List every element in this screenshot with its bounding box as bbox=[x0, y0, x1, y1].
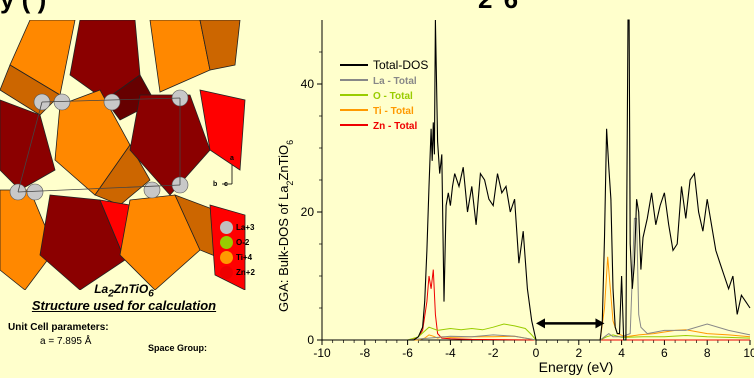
title-fragment: y ( ) bbox=[0, 0, 46, 15]
legend-label: Zn - Total bbox=[373, 121, 417, 132]
o-legend-swatch bbox=[220, 236, 233, 249]
formula-la: La bbox=[94, 282, 109, 296]
la-atoms bbox=[9, 89, 189, 201]
legend-label: La - Total bbox=[373, 76, 417, 87]
space-group-label: Space Group: bbox=[148, 343, 208, 353]
series-line-la-total bbox=[322, 217, 751, 341]
la-legend-label: La+3 bbox=[236, 223, 255, 232]
ti-legend-label: Ti+4 bbox=[236, 253, 253, 262]
axis-triad: a b c bbox=[213, 155, 234, 188]
octahedra bbox=[0, 20, 246, 290]
x-tick-label: -8 bbox=[359, 346, 370, 360]
x-tick-label: 6 bbox=[661, 346, 668, 360]
y-tick-label: 0 bbox=[307, 333, 314, 347]
y-tick-label: 20 bbox=[301, 205, 315, 219]
formula-sub-6: 6 bbox=[148, 288, 154, 300]
x-tick-label: 2 bbox=[575, 346, 582, 360]
x-axis-label: Energy (eV) bbox=[539, 359, 614, 375]
x-tick-label: -6 bbox=[402, 346, 413, 360]
x-tick-label: -4 bbox=[445, 346, 456, 360]
x-tick-label: -10 bbox=[313, 346, 331, 360]
formula-znti: ZnTiO bbox=[113, 282, 149, 296]
x-tick-label: 4 bbox=[618, 346, 625, 360]
la-legend-swatch bbox=[220, 221, 233, 234]
series-line-total-dos bbox=[322, 19, 751, 341]
formula-sub-2: 2 bbox=[108, 288, 114, 300]
axis-a-label: a bbox=[230, 155, 234, 162]
dos-chart: -10 -8 -6 -4 -2 0 2 4 6 8 10 0 20 40 Energy (eV) GGA: B… bbox=[276, 19, 754, 375]
band-gap-arrowhead-right bbox=[595, 318, 605, 329]
y-axis-label: GGA: Bulk-DOS of La2ZnTiO6 bbox=[276, 140, 295, 312]
legend-label: Ti - Total bbox=[373, 106, 414, 117]
series-line-o-total bbox=[322, 323, 751, 341]
band-gap-arrowhead-left bbox=[536, 318, 545, 329]
x-tick-label: 10 bbox=[743, 346, 754, 360]
legend-label: Total-DOS bbox=[373, 58, 428, 72]
x-tick-label: 8 bbox=[704, 346, 711, 360]
unit-cell-label: Unit Cell parameters: bbox=[8, 322, 109, 333]
crystal-structure-image: a b c bbox=[0, 20, 246, 290]
title-right-fragment: 2 6 bbox=[478, 0, 520, 15]
structure-caption: Structure used for calculation bbox=[31, 298, 217, 313]
o-legend-label: O-2 bbox=[236, 238, 250, 247]
series-line-ti-total bbox=[322, 256, 751, 341]
y-tick-label: 40 bbox=[301, 77, 315, 91]
axis-b-label: b bbox=[213, 181, 217, 188]
a-parameter: a = 7.895 Å bbox=[40, 336, 92, 347]
ti-legend-swatch bbox=[220, 251, 233, 264]
zn-legend-swatch bbox=[220, 266, 233, 279]
x-tick-label: -2 bbox=[488, 346, 499, 360]
zn-legend-label: Zn+2 bbox=[236, 268, 255, 277]
legend-label: O - Total bbox=[373, 91, 413, 102]
cell-edges bbox=[17, 97, 181, 193]
structure-formula: La2ZnTiO6 bbox=[0, 282, 248, 299]
x-tick-label: 0 bbox=[533, 346, 540, 360]
axis-c-label: c bbox=[224, 181, 228, 188]
